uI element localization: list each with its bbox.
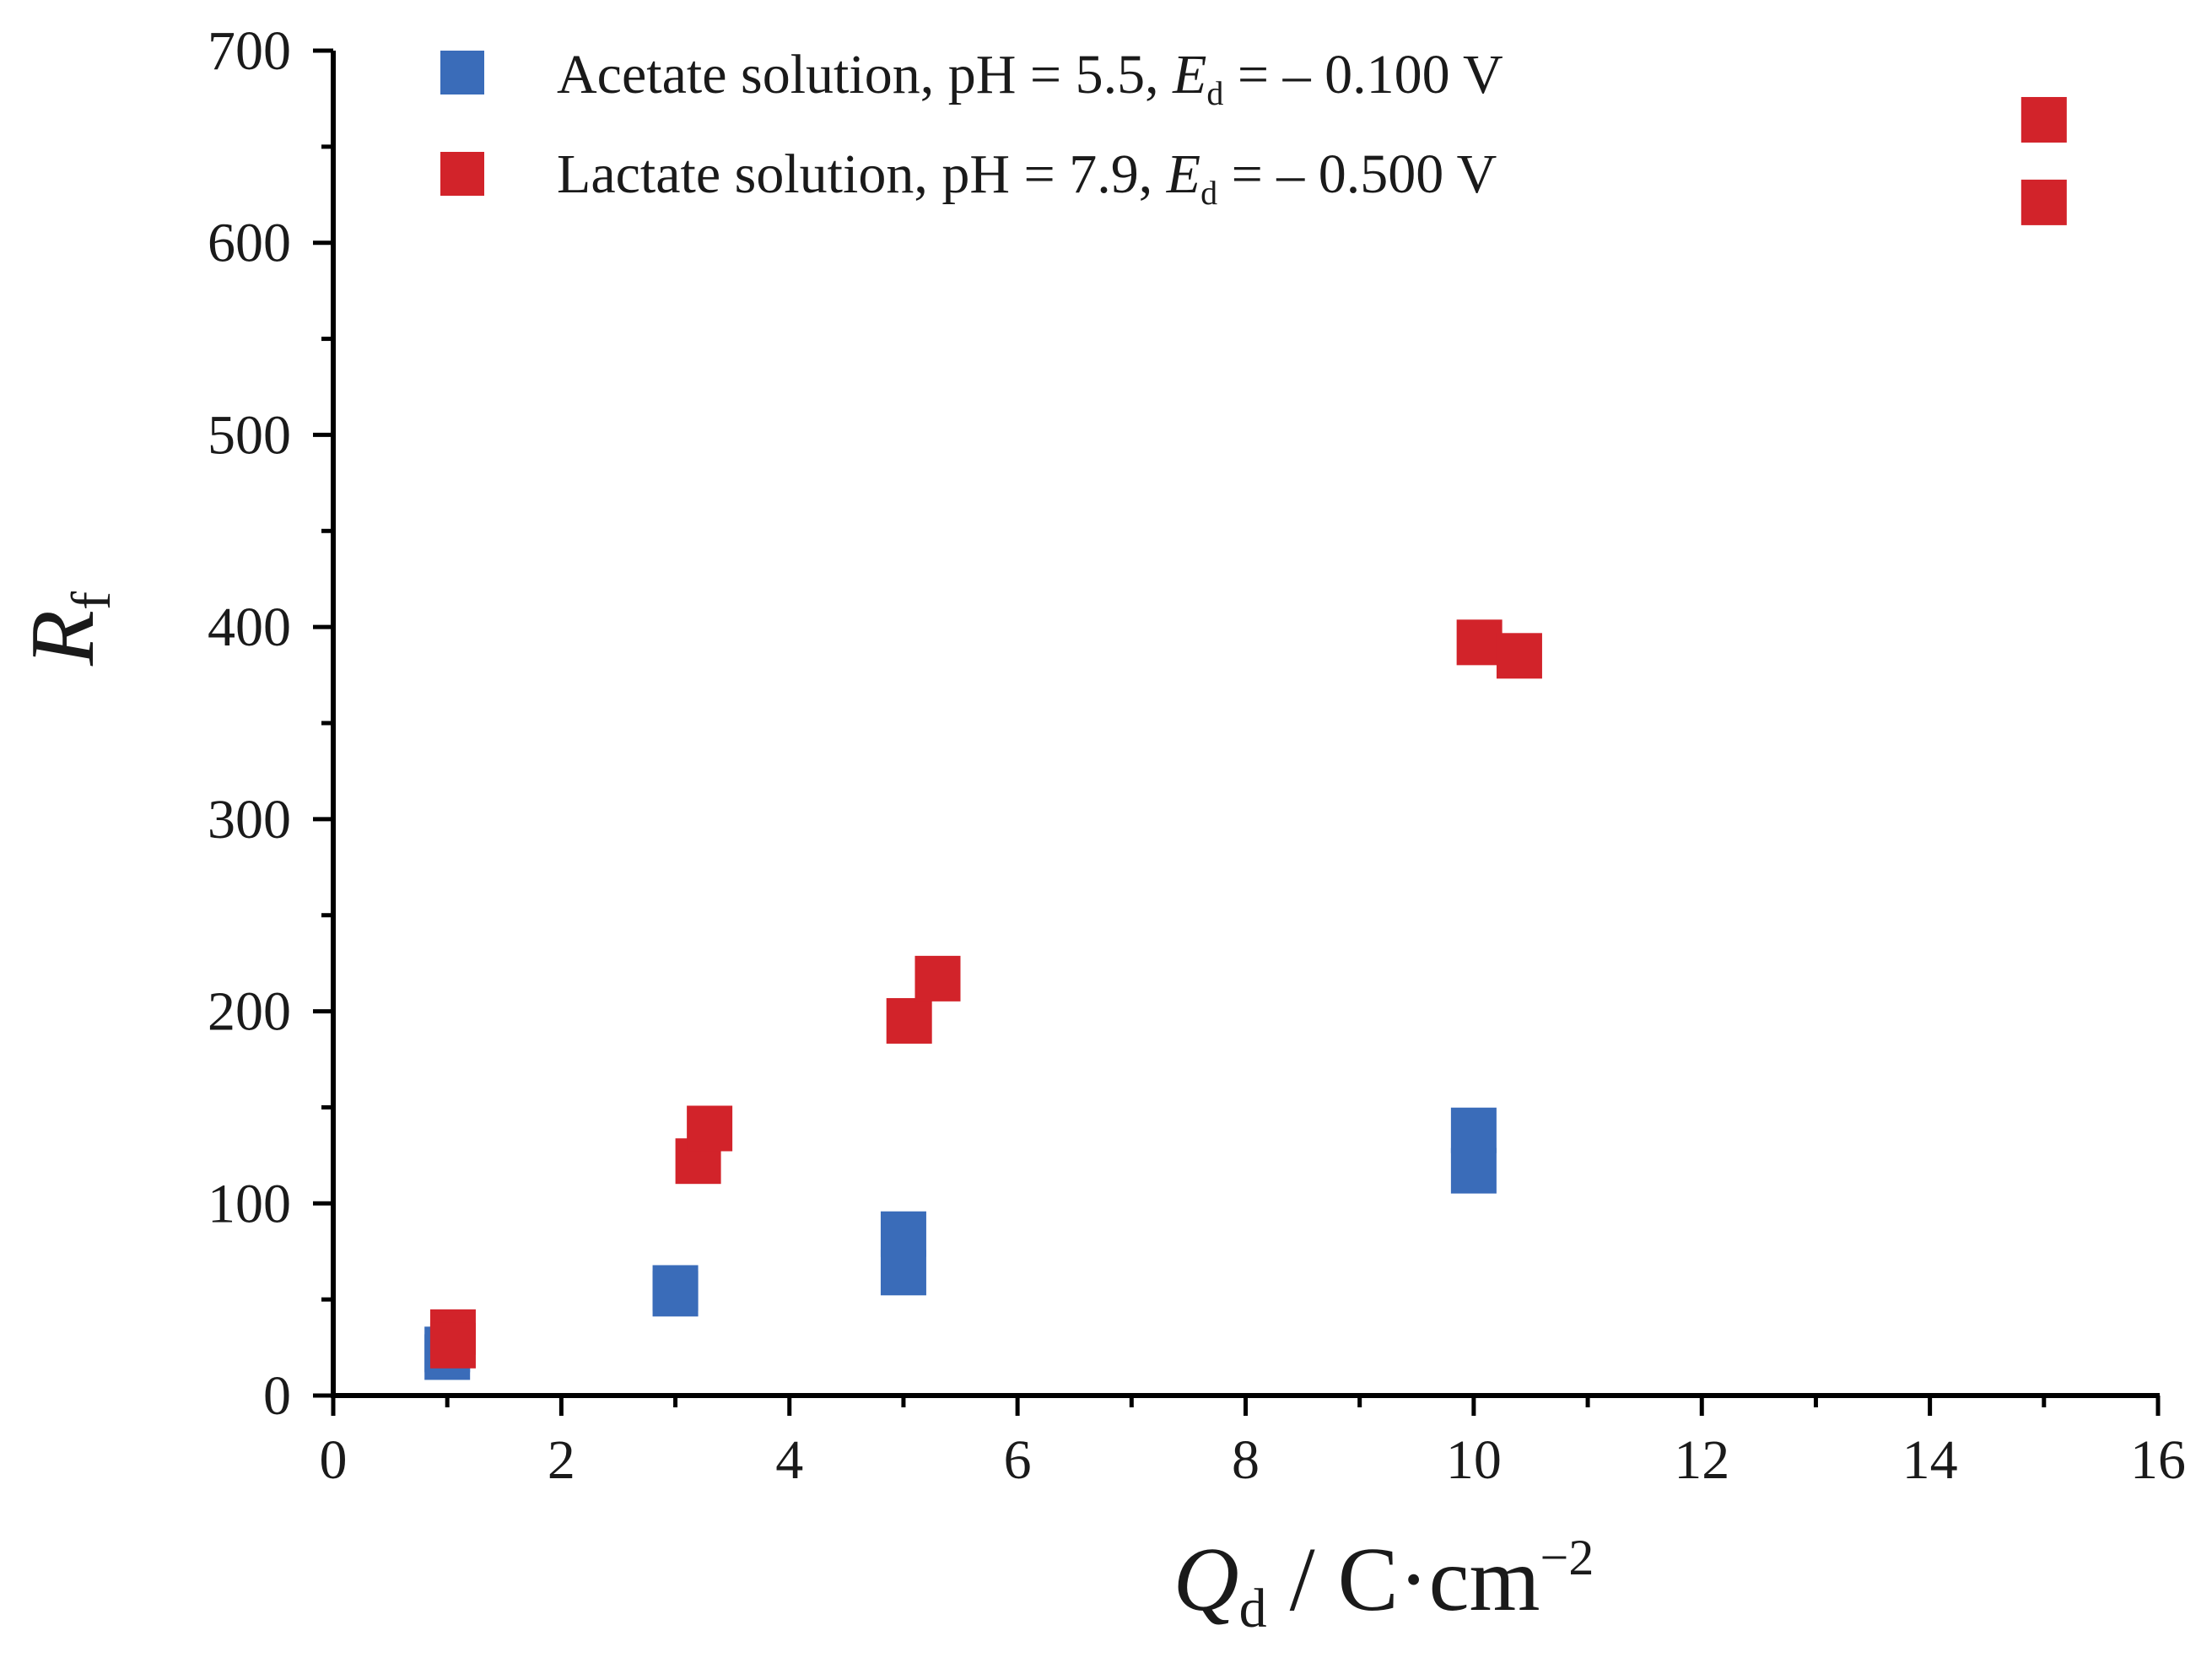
- data-points: [424, 96, 2067, 1380]
- legend-item-acetate: Acetate solution, pH = 5.5, Ed = – 0.100…: [440, 44, 1503, 112]
- y-tick-label: 0: [263, 1365, 291, 1427]
- data-point-acetate: [880, 1250, 926, 1296]
- x-tick-label: 10: [1446, 1429, 1502, 1491]
- x-tick-label: 8: [1232, 1429, 1260, 1491]
- legend-label-acetate: Acetate solution, pH = 5.5, Ed = – 0.100…: [557, 44, 1503, 112]
- data-point-lactate: [2020, 179, 2067, 225]
- x-axis-ticks: 0 2 4 6 8 10 12 14 16: [320, 1396, 2186, 1491]
- x-tick-label: 14: [1902, 1429, 1958, 1491]
- data-point-lactate: [1456, 619, 1503, 666]
- legend-label-lactate: Lactate solution, pH = 7.9, Ed = – 0.500…: [557, 143, 1497, 212]
- legend: Acetate solution, pH = 5.5, Ed = – 0.100…: [440, 44, 1503, 212]
- data-point-lactate: [429, 1322, 476, 1369]
- x-axis-title: Qd / C·cm−2: [1173, 1530, 1594, 1639]
- y-tick-label: 200: [208, 981, 291, 1043]
- data-point-lactate: [914, 955, 961, 1002]
- data-point-acetate: [1450, 1147, 1497, 1194]
- legend-marker-acetate: [440, 51, 484, 94]
- y-tick-label: 300: [208, 789, 291, 850]
- data-point-acetate: [1450, 1107, 1497, 1153]
- legend-item-lactate: Lactate solution, pH = 7.9, Ed = – 0.500…: [440, 143, 1497, 212]
- y-tick-label: 500: [208, 404, 291, 466]
- axes: [331, 51, 2160, 1398]
- x-tick-label: 12: [1674, 1429, 1729, 1491]
- x-tick-label: 0: [320, 1429, 348, 1491]
- y-axis-title: Rf: [13, 591, 122, 667]
- data-point-lactate: [687, 1105, 733, 1152]
- x-tick-label: 6: [1004, 1429, 1032, 1491]
- data-point-lactate: [886, 997, 932, 1044]
- y-tick-label: 600: [208, 213, 291, 274]
- x-tick-label: 2: [548, 1429, 575, 1491]
- y-tick-label: 100: [208, 1173, 291, 1234]
- y-tick-label: 400: [208, 597, 291, 658]
- y-axis-ticks: 0 100 200 300 400 500 600 700: [208, 20, 333, 1427]
- x-tick-label: 4: [775, 1429, 803, 1491]
- x-tick-label: 16: [2130, 1429, 2186, 1491]
- legend-marker-lactate: [440, 152, 484, 196]
- data-point-lactate: [2020, 96, 2067, 143]
- data-point-acetate: [652, 1265, 699, 1311]
- y-tick-label: 700: [208, 20, 291, 82]
- data-point-acetate: [880, 1211, 926, 1257]
- data-point-lactate: [1496, 633, 1542, 679]
